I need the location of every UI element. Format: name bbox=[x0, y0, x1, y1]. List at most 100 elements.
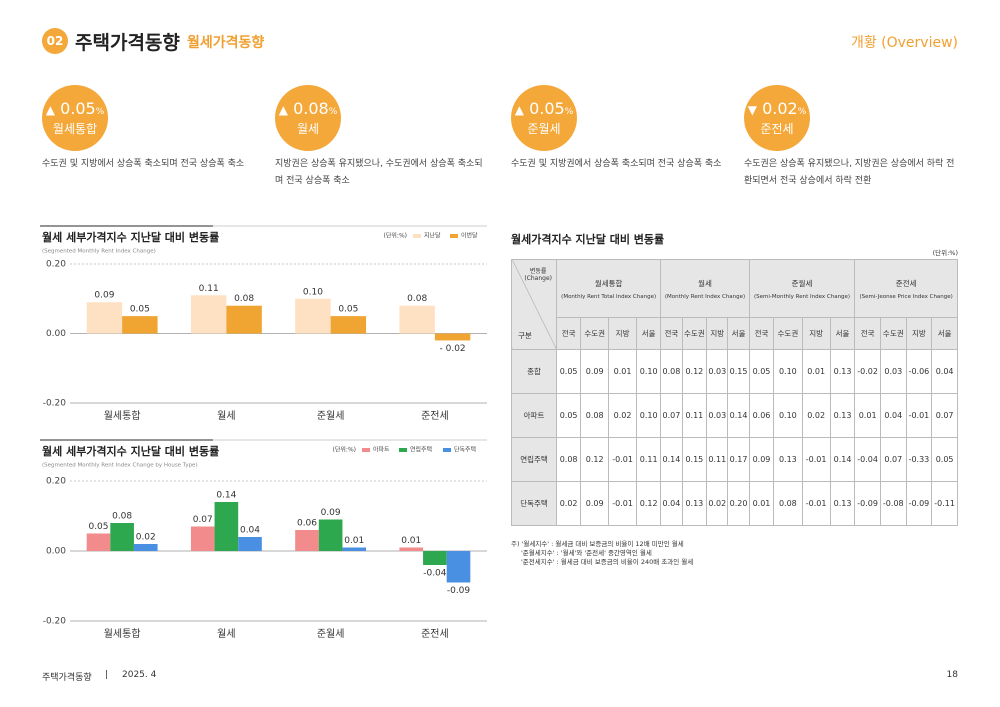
row-label: 연립주택 bbox=[511, 437, 557, 482]
x-tick-label: 준월세 bbox=[317, 628, 345, 640]
cell: 0.02 bbox=[706, 481, 729, 526]
x-tick-label: 월세통합 bbox=[104, 628, 141, 640]
table-wrap: 변동률 (Change) 구분 월세통합 (Monthly Rent Total In… bbox=[511, 259, 958, 526]
legend-swatch bbox=[399, 448, 407, 452]
group-name: 준전세 bbox=[895, 278, 917, 288]
cell: 0.12 bbox=[580, 437, 610, 482]
bar bbox=[133, 544, 158, 551]
group-name: 월세통합 bbox=[594, 278, 623, 288]
legend-unit: (단위:%) bbox=[333, 446, 356, 454]
subheader: 수도권 bbox=[879, 317, 907, 350]
bar bbox=[330, 316, 367, 334]
bar bbox=[399, 305, 435, 334]
bar bbox=[295, 530, 319, 551]
cell: 0.13 bbox=[829, 393, 856, 438]
y-tick-label: 0.20 bbox=[46, 260, 66, 270]
cell: 0.05 bbox=[748, 349, 775, 394]
cell: -0.06 bbox=[905, 349, 933, 394]
value-label: 0.04 bbox=[240, 526, 260, 536]
cell: 0.01 bbox=[854, 393, 881, 438]
highlight-value: ▲ 0.08% bbox=[275, 99, 341, 118]
subheader: 지방 bbox=[801, 317, 831, 350]
y-tick-label: -0.20 bbox=[43, 617, 67, 627]
note: 주) '월세지수' : 월세금 대비 보증금의 비율이 12배 미만인 월세 bbox=[511, 540, 684, 548]
section-number: 02 bbox=[42, 28, 68, 54]
bar bbox=[318, 519, 343, 551]
x-tick-label: 준월세 bbox=[317, 410, 345, 422]
group-header: 월세 (Monthly Rent Index Change) bbox=[660, 259, 750, 318]
cell: 0.03 bbox=[706, 393, 729, 438]
arrow: ▲ bbox=[278, 103, 288, 117]
subheader: 수도권 bbox=[773, 317, 803, 350]
y-tick-label: 0.00 bbox=[46, 547, 66, 557]
value-label: 0.14 bbox=[216, 491, 236, 501]
group-en: (Monthly Rent Index Change) bbox=[664, 293, 746, 300]
cell: 0.14 bbox=[829, 437, 856, 482]
cell: 0.05 bbox=[931, 437, 958, 482]
bar bbox=[238, 537, 262, 551]
notes: 주) '월세지수' : 월세금 대비 보증금의 비율이 12배 미만인 월세 '준… bbox=[511, 540, 693, 567]
cell: 0.08 bbox=[555, 437, 582, 482]
cell: 0.09 bbox=[748, 437, 775, 482]
highlight-circle: ▲ 0.08% 월세 bbox=[275, 85, 341, 151]
cell: 0.13 bbox=[829, 481, 856, 526]
value-label: 0.08 bbox=[112, 512, 132, 522]
highlight-label: 월세 bbox=[296, 122, 320, 136]
cell: 0.12 bbox=[681, 349, 708, 394]
cell: -0.09 bbox=[905, 481, 933, 526]
cell: -0.09 bbox=[854, 481, 881, 526]
cell: 0.10 bbox=[636, 393, 662, 438]
highlight-value: ▼ 0.02% bbox=[744, 99, 810, 118]
y-tick-label: -0.20 bbox=[43, 399, 67, 409]
highlight-circle: ▼ 0.02% 준전세 bbox=[744, 85, 810, 151]
group-name: 준월세 bbox=[791, 278, 813, 288]
group-en: (Semi-Monthly Rent Index Change) bbox=[753, 293, 851, 300]
cell: 0.06 bbox=[748, 393, 775, 438]
footer-date: 2025. 4 bbox=[122, 670, 157, 680]
value-label: 0.01 bbox=[344, 536, 364, 546]
subheader: 지방 bbox=[905, 317, 933, 350]
chart-subtitle: (Segmented Monthly Rent Index Change) bbox=[42, 249, 156, 255]
value-label: -0.04 bbox=[423, 569, 447, 579]
cell: 0.04 bbox=[931, 349, 958, 394]
value: 0.02 bbox=[762, 99, 798, 118]
cell: 0.12 bbox=[636, 481, 662, 526]
table-title: 월세가격지수 지난달 대비 변동률 bbox=[511, 233, 665, 246]
corner-cell: 변동률 (Change) 구분 bbox=[511, 259, 557, 350]
chart-subtitle: (Segmented Monthly Rent Index Change by … bbox=[42, 463, 198, 469]
arrow: ▼ bbox=[747, 103, 757, 117]
bar bbox=[295, 298, 331, 334]
row-label: 종합 bbox=[511, 349, 557, 394]
x-tick-label: 준전세 bbox=[421, 410, 449, 422]
unit: % bbox=[95, 107, 105, 117]
highlight-value: ▲ 0.05% bbox=[511, 99, 577, 118]
subheader: 수도권 bbox=[580, 317, 610, 350]
chart-title: 월세 세부가격지수 지난달 대비 변동률 bbox=[42, 444, 219, 458]
table-unit: (단위:%) bbox=[932, 249, 958, 257]
subheader: 전국 bbox=[748, 317, 775, 350]
row-label: 아파트 bbox=[511, 393, 557, 438]
value-label: 0.10 bbox=[303, 287, 323, 297]
cell: 0.08 bbox=[660, 349, 683, 394]
group-en: (Semi-Jeonse Price Index Change) bbox=[859, 293, 953, 300]
y-tick-label: 0.00 bbox=[46, 329, 66, 339]
section-label: 개황 (Overview) bbox=[850, 35, 958, 51]
footer-divider: | bbox=[105, 670, 109, 680]
corner-bottom: 구분 bbox=[518, 331, 532, 340]
data-table: 변동률 (Change) 구분 월세통합 (Monthly Rent Total In… bbox=[511, 259, 958, 526]
cell: 0.04 bbox=[879, 393, 907, 438]
cell: 0.20 bbox=[727, 481, 750, 526]
cell: 0.09 bbox=[580, 349, 610, 394]
value: 0.08 bbox=[293, 99, 329, 118]
bar bbox=[423, 551, 447, 565]
cell: 0.13 bbox=[773, 437, 803, 482]
header-title: 주택가격동향 bbox=[75, 32, 180, 54]
cell: -0.04 bbox=[854, 437, 881, 482]
arrow: ▲ bbox=[514, 103, 524, 117]
x-tick-label: 월세통합 bbox=[104, 410, 141, 422]
bar bbox=[86, 533, 111, 551]
cell: 0.02 bbox=[608, 393, 638, 438]
row-label: 단독주택 bbox=[511, 481, 557, 526]
cell: 0.11 bbox=[706, 437, 729, 482]
highlight-value: ▲ 0.05% bbox=[42, 99, 108, 118]
